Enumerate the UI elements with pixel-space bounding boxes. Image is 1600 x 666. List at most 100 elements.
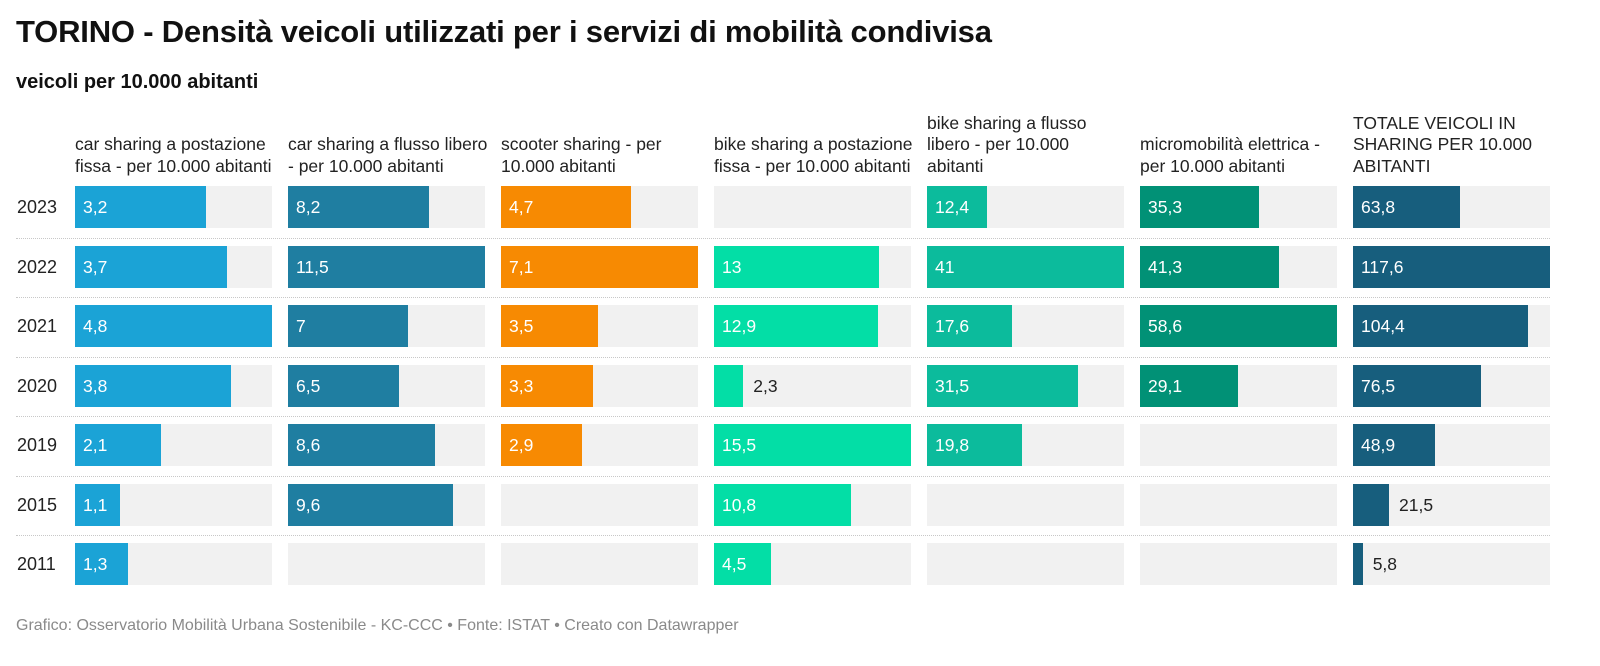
bar xyxy=(1140,364,1238,407)
data-label: 4,8 xyxy=(83,316,108,336)
year-label: 2015 xyxy=(17,494,58,515)
bar xyxy=(501,424,582,466)
data-label: 58,6 xyxy=(1148,316,1183,336)
bar xyxy=(501,364,593,407)
bar xyxy=(1353,483,1389,526)
bar xyxy=(927,424,1023,466)
data-label: 3,7 xyxy=(83,256,108,277)
data-label: 41 xyxy=(935,256,955,277)
bar-background xyxy=(1140,483,1337,526)
bar xyxy=(714,305,878,347)
year-label: 2011 xyxy=(17,554,56,574)
data-label: 3,2 xyxy=(83,197,108,217)
row-separator xyxy=(16,476,1550,477)
bar xyxy=(1140,186,1259,228)
data-label: 2,1 xyxy=(83,435,108,455)
data-label: 12,9 xyxy=(722,316,757,336)
data-label: 5,8 xyxy=(1372,554,1398,574)
chart-title: TORINO - Densità veicoli utilizzati per … xyxy=(16,14,992,49)
bar xyxy=(75,186,207,228)
bar xyxy=(1353,424,1435,466)
column-header: car sharing a postazione fissa - per 10.… xyxy=(75,134,272,176)
data-label: 35,3 xyxy=(1148,197,1183,217)
data-label: 76,5 xyxy=(1361,375,1396,396)
data-label: 19,8 xyxy=(935,435,970,455)
bar-background xyxy=(1140,424,1337,466)
data-label: 1,3 xyxy=(83,554,108,574)
column-header: scooter sharing - per 10.000 abitanti xyxy=(501,134,662,176)
bar xyxy=(1353,245,1550,288)
bar xyxy=(288,186,429,228)
data-label: 4,7 xyxy=(509,197,534,217)
data-label: 3,5 xyxy=(509,316,534,336)
bar xyxy=(1140,245,1279,288)
data-label: 17,6 xyxy=(935,316,970,336)
bar xyxy=(75,424,162,466)
column-header: car sharing a flusso libero - per 10.000… xyxy=(288,134,488,176)
column-header: micromobilità elettrica - per 10.000 abi… xyxy=(1140,134,1320,176)
column-header: bike sharing a postazione fissa - per 10… xyxy=(714,134,913,176)
data-label: 3,3 xyxy=(509,375,534,396)
data-label: 2,3 xyxy=(753,375,778,396)
bar xyxy=(288,305,408,347)
year-label: 2021 xyxy=(17,316,58,336)
bar xyxy=(1140,305,1337,347)
bar xyxy=(288,364,400,407)
bar xyxy=(927,364,1079,407)
data-label: 31,5 xyxy=(935,375,970,396)
row-separator xyxy=(16,357,1550,358)
data-label: 7,1 xyxy=(509,256,534,277)
year-label: 2022 xyxy=(17,256,58,277)
year-label: 2023 xyxy=(17,197,58,217)
bar xyxy=(501,305,599,347)
bar-background xyxy=(1140,543,1337,585)
data-label: 7 xyxy=(296,316,306,336)
chart-footer: Grafico: Osservatorio Mobilità Urbana So… xyxy=(16,617,739,634)
data-label: 41,3 xyxy=(1148,256,1183,277)
bar xyxy=(75,245,227,288)
column-header: TOTALE VEICOLI IN SHARING PER 10.000 ABI… xyxy=(1353,112,1532,176)
bar xyxy=(714,424,911,466)
data-label: 15,5 xyxy=(722,435,757,455)
row-separator xyxy=(16,238,1550,239)
data-label: 8,2 xyxy=(296,197,321,217)
row-separator xyxy=(16,416,1550,417)
row-separator xyxy=(16,535,1550,536)
bar xyxy=(288,424,436,466)
data-label: 12,4 xyxy=(935,197,970,217)
bar-background xyxy=(501,483,698,526)
column-header: bike sharing a flusso libero - per 10.00… xyxy=(927,112,1087,176)
data-label: 48,9 xyxy=(1361,435,1396,455)
data-label: 29,1 xyxy=(1148,375,1183,396)
data-label: 13 xyxy=(722,256,742,277)
bar xyxy=(1353,305,1528,347)
bar-background xyxy=(927,483,1124,526)
data-label: 117,6 xyxy=(1361,256,1404,277)
row-separator xyxy=(16,297,1550,298)
data-label: 6,5 xyxy=(296,375,321,396)
bar xyxy=(75,543,129,585)
data-label: 9,6 xyxy=(296,494,321,515)
data-label: 2,9 xyxy=(509,435,534,455)
bar xyxy=(288,483,453,526)
chart-subtitle: veicoli per 10.000 abitanti xyxy=(16,71,259,93)
bar xyxy=(714,483,852,526)
data-label: 4,5 xyxy=(722,554,747,574)
bar xyxy=(714,364,744,407)
data-label: 63,8 xyxy=(1361,197,1396,217)
bar xyxy=(1353,364,1482,407)
data-label: 104,4 xyxy=(1361,316,1405,336)
bar xyxy=(927,305,1012,347)
bar-background xyxy=(288,543,485,585)
bar-background xyxy=(714,186,911,228)
bar xyxy=(75,305,272,347)
bar xyxy=(927,186,987,228)
data-label: 1,1 xyxy=(83,494,108,515)
bar xyxy=(501,245,698,288)
bar xyxy=(1353,186,1460,228)
bar xyxy=(927,245,1124,288)
year-label: 2020 xyxy=(17,375,58,396)
bar-background xyxy=(927,543,1124,585)
year-label: 2019 xyxy=(17,435,58,455)
data-label: 3,8 xyxy=(83,375,108,396)
